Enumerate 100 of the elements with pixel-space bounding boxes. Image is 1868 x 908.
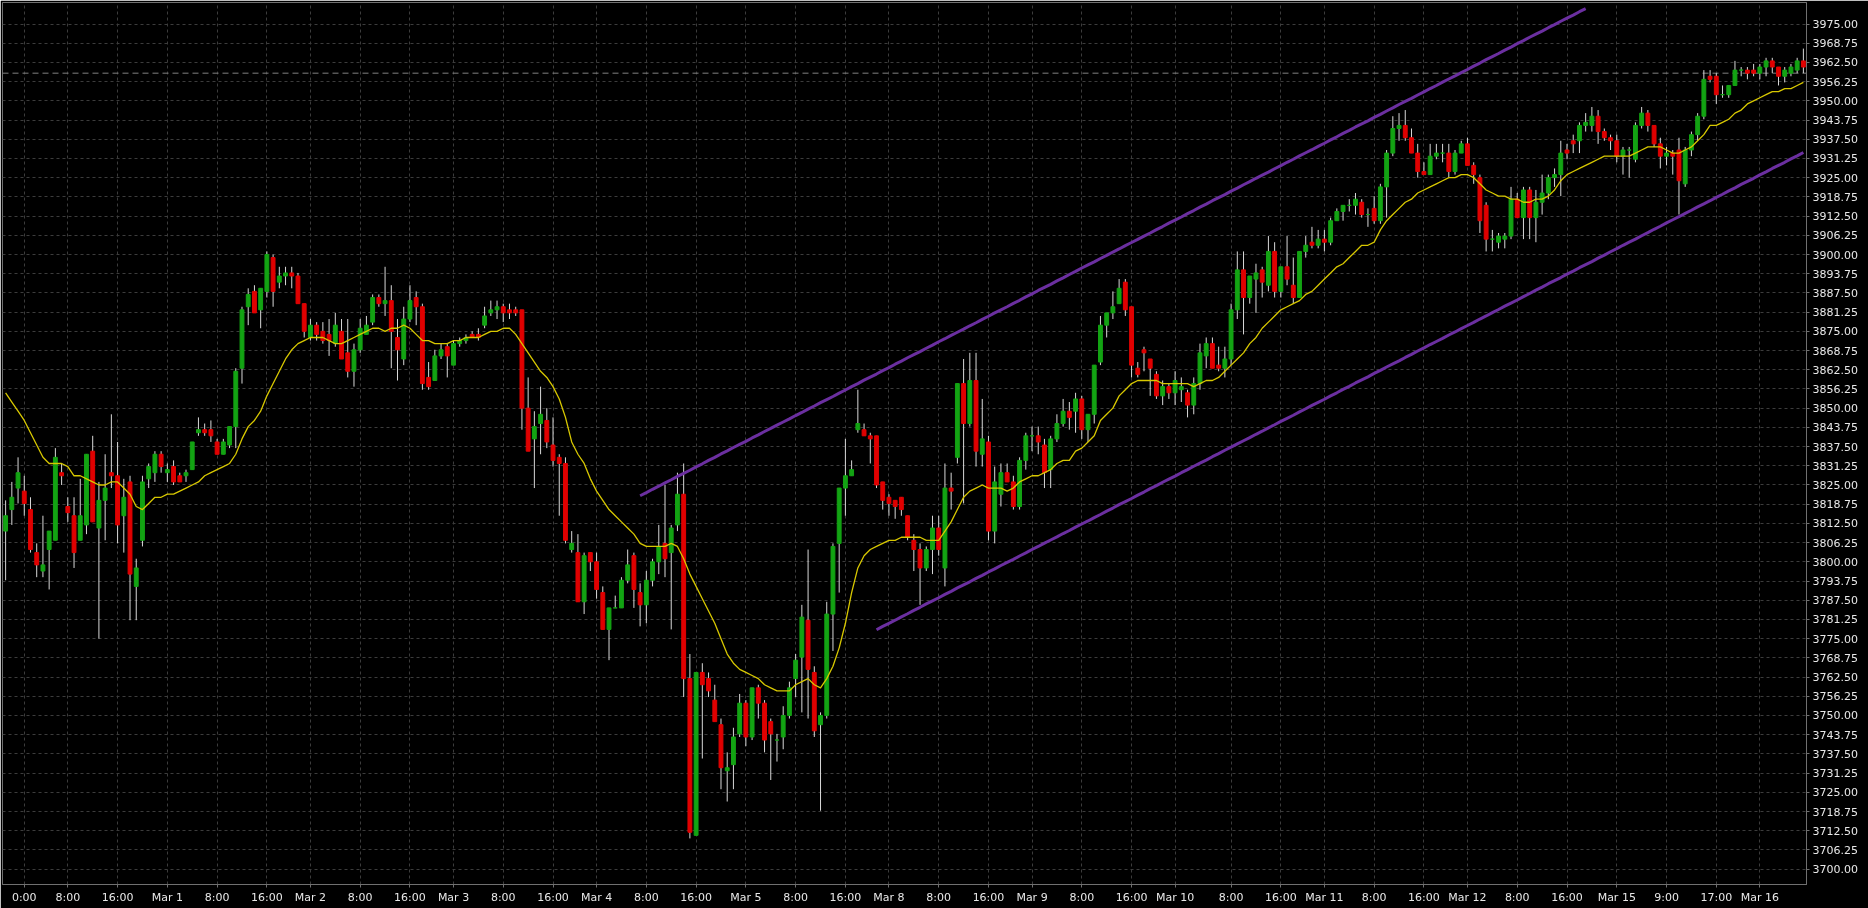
candlestick: [637, 582, 643, 627]
candlestick: [1321, 229, 1327, 252]
x-tick-label: 0:00: [11, 890, 37, 904]
x-tick-label: 16:00: [1408, 890, 1440, 904]
candlestick: [793, 653, 799, 698]
x-tick-label: Mar 12: [1448, 890, 1487, 904]
y-tick-label: 3762.50: [1812, 671, 1858, 685]
candlestick: [65, 496, 71, 523]
candlestick: [332, 312, 338, 348]
x-tick-label: 8:00: [1504, 890, 1530, 904]
x-tick-label: Mar 16: [1740, 890, 1779, 904]
line-series: [4, 81, 1805, 692]
candlestick: [1284, 235, 1290, 286]
x-tick-label: Mar 1: [151, 890, 183, 904]
candlestick: [1359, 198, 1365, 219]
y-tick-label: 3743.75: [1812, 728, 1858, 742]
x-tick-label: 8:00: [1361, 890, 1387, 904]
y-tick-label: 3818.75: [1812, 498, 1858, 512]
candlestick: [1259, 266, 1265, 299]
y-tick-label: 3768.75: [1812, 651, 1858, 665]
y-tick-label: 3906.25: [1812, 229, 1858, 243]
x-tick-label: Mar 5: [730, 890, 762, 904]
candlestick: [351, 343, 357, 388]
y-tick-label: 3812.50: [1812, 517, 1858, 531]
candlestick: [252, 284, 257, 314]
y-tick-label: 3912.50: [1812, 210, 1858, 224]
y-tick-label: 3856.25: [1812, 382, 1858, 396]
y-tick-label: 3781.25: [1812, 613, 1858, 627]
candlestick: [1160, 380, 1166, 406]
candlestick: [936, 515, 942, 557]
candlestick: [183, 469, 189, 483]
candlestick: [531, 410, 537, 489]
y-tick-label: 3968.75: [1812, 37, 1858, 51]
y-tick-label: 3706.25: [1812, 843, 1858, 857]
candlestick: [40, 515, 46, 578]
candlestick: [1514, 192, 1520, 219]
x-tick-label: 8:00: [783, 890, 808, 904]
x-tick-label: 8:00: [490, 890, 516, 904]
y-tick-label: 3937.50: [1812, 133, 1858, 147]
y-tick-label: 3887.50: [1812, 286, 1858, 300]
candlestick: [121, 478, 127, 554]
candlestick: [1185, 389, 1190, 418]
x-tick-label: 16:00: [537, 890, 569, 904]
y-tick-label: 3831.25: [1812, 459, 1858, 473]
x-tick-label: Mar 10: [1155, 890, 1195, 904]
y-tick-label: 3862.50: [1812, 363, 1858, 377]
candlestick: [979, 398, 985, 468]
x-tick-label: Mar 3: [437, 890, 470, 904]
candlestick: [948, 472, 954, 511]
x-tick-label: 16:00: [101, 890, 134, 904]
y-tick-label: 3893.75: [1812, 267, 1858, 281]
x-tick-label: 16:00: [680, 890, 712, 904]
candlestick: [1290, 257, 1296, 305]
candlestick: [1222, 346, 1228, 378]
y-tick-label: 3700.00: [1812, 863, 1858, 877]
y-tick-label: 3931.25: [1812, 152, 1858, 166]
x-tick-label: 8:00: [926, 890, 952, 904]
candlestick: [102, 453, 108, 541]
y-tick-label: 3868.75: [1812, 344, 1858, 358]
candlestick: [1073, 392, 1078, 434]
line-series: [875, 150, 1805, 632]
candlestick: [1154, 370, 1159, 400]
x-tick-label: 8:00: [347, 890, 373, 904]
candlestick: [1533, 189, 1539, 243]
x-tick-label: 8:00: [1069, 890, 1095, 904]
candlestick: [1564, 143, 1570, 160]
candlestick: [133, 558, 139, 621]
candlestick: [382, 266, 388, 317]
candlestick: [245, 287, 251, 326]
candlestick: [569, 530, 575, 554]
candlestick: [34, 542, 40, 578]
candlestick: [712, 684, 718, 723]
candlestick: [158, 450, 164, 474]
candlestick: [1141, 346, 1147, 372]
y-tick-label: 3725.00: [1812, 786, 1858, 800]
y-tick-label: 3875.00: [1812, 325, 1858, 339]
candlestick: [1147, 358, 1153, 397]
x-tick-label: 8:00: [55, 890, 81, 904]
x-tick-label: 16:00: [1551, 890, 1583, 904]
x-tick-label: 8:00: [1218, 890, 1244, 904]
candlestick: [662, 484, 668, 578]
y-tick-label: 3900.00: [1812, 248, 1858, 262]
x-tick-label: Mar 4: [580, 890, 613, 904]
candlestick: [1489, 229, 1495, 252]
x-tick-label: 16:00: [1115, 890, 1148, 904]
y-tick-label: 3837.50: [1812, 440, 1858, 454]
y-tick-label: 3793.75: [1812, 575, 1858, 589]
candlestick: [59, 462, 65, 486]
x-tick-label: 17:00: [1700, 890, 1733, 904]
x-tick-label: Mar 2: [294, 890, 327, 904]
x-tick-label: 16:00: [829, 890, 862, 904]
x-tick-label: Mar 8: [873, 890, 905, 904]
x-tick-label: 16:00: [972, 890, 1005, 904]
candlestick: [544, 407, 550, 449]
candlestick: [1353, 192, 1358, 216]
candlestick: [196, 416, 201, 437]
candlestick: [9, 481, 15, 526]
candlestick: [1371, 195, 1377, 225]
candlestick: [376, 293, 382, 308]
line-series: [638, 7, 1588, 498]
